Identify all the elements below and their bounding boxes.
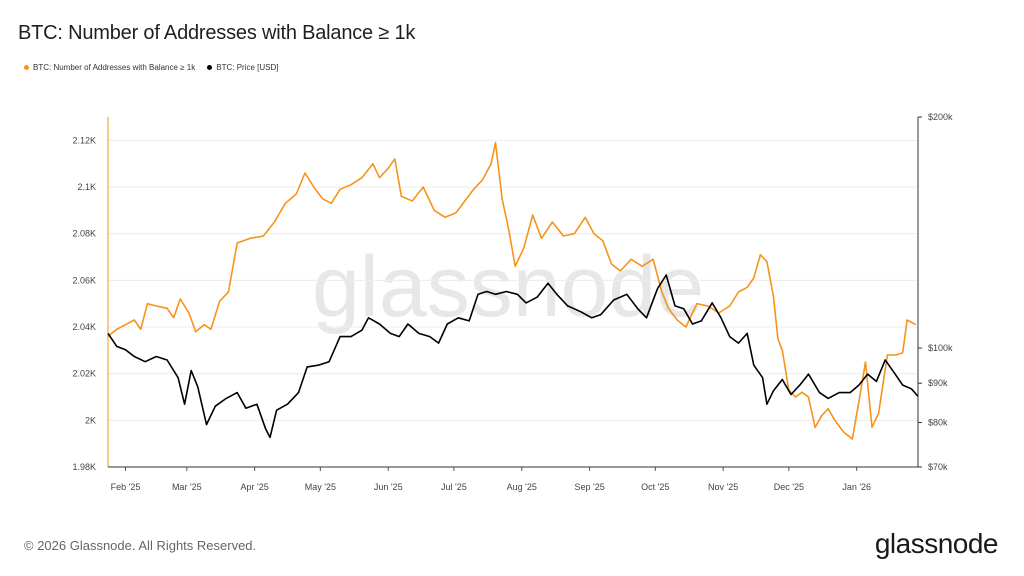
y-right-tick-label: $90k [928,378,948,388]
x-tick-label: Dec '25 [774,482,804,492]
y-left-tick-label: 2.12K [72,135,96,145]
series-line-addresses [107,141,917,440]
y-right-tick-label: $70k [928,462,948,472]
y-left-tick-label: 1.98K [72,462,96,472]
y-left-tick-label: 2.04K [72,322,96,332]
x-tick-label: Oct '25 [641,482,669,492]
x-tick-label: Feb '25 [111,482,141,492]
legend-label-price: BTC: Price [USD] [216,63,279,72]
y-right-tick-label: $100k [928,343,953,353]
y-left-tick-label: 2.08K [72,229,96,239]
x-tick-label: Jul '25 [441,482,467,492]
x-tick-label: Mar '25 [172,482,202,492]
x-tick-label: May '25 [305,482,336,492]
legend-dot-orange [24,65,29,70]
series-lines [107,141,919,440]
y-left-tick-label: 2.02K [72,369,96,379]
y-left-tick-label: 2.06K [72,275,96,285]
series-line-price [107,274,919,439]
x-tick-label: Apr '25 [241,482,269,492]
x-tick-label: Sep '25 [574,482,604,492]
legend: BTC: Number of Addresses with Balance ≥ … [24,63,278,72]
legend-label-addresses: BTC: Number of Addresses with Balance ≥ … [33,63,196,72]
x-tick-label: Jun '25 [374,482,403,492]
y-left-tick-label: 2K [85,415,96,425]
legend-item-addresses[interactable]: BTC: Number of Addresses with Balance ≥ … [24,63,195,72]
y-left-tick-label: 2.1K [77,182,96,192]
y-right-tick-label: $80k [928,417,948,427]
x-tick-label: Jan '26 [842,482,871,492]
glassnode-logo[interactable]: glassnode [874,528,999,559]
watermark: glassnode [312,239,704,335]
legend-dot-black [207,65,213,70]
legend-item-price[interactable]: BTC: Price [USD] [207,63,278,72]
axes [107,116,922,471]
y-right-tick-label: $200k [928,112,953,122]
x-tick-label: Nov '25 [708,482,738,492]
x-tick-label: Aug '25 [507,482,537,492]
chart-title: BTC: Number of Addresses with Balance ≥ … [18,22,416,44]
copyright-text: © 2026 Glassnode. All Rights Reserved. [24,538,257,553]
tick-labels: 1.98K 2K 2.02K 2.04K 2.06K 2.08K 2.1K 2.12K $70k… [72,112,953,492]
